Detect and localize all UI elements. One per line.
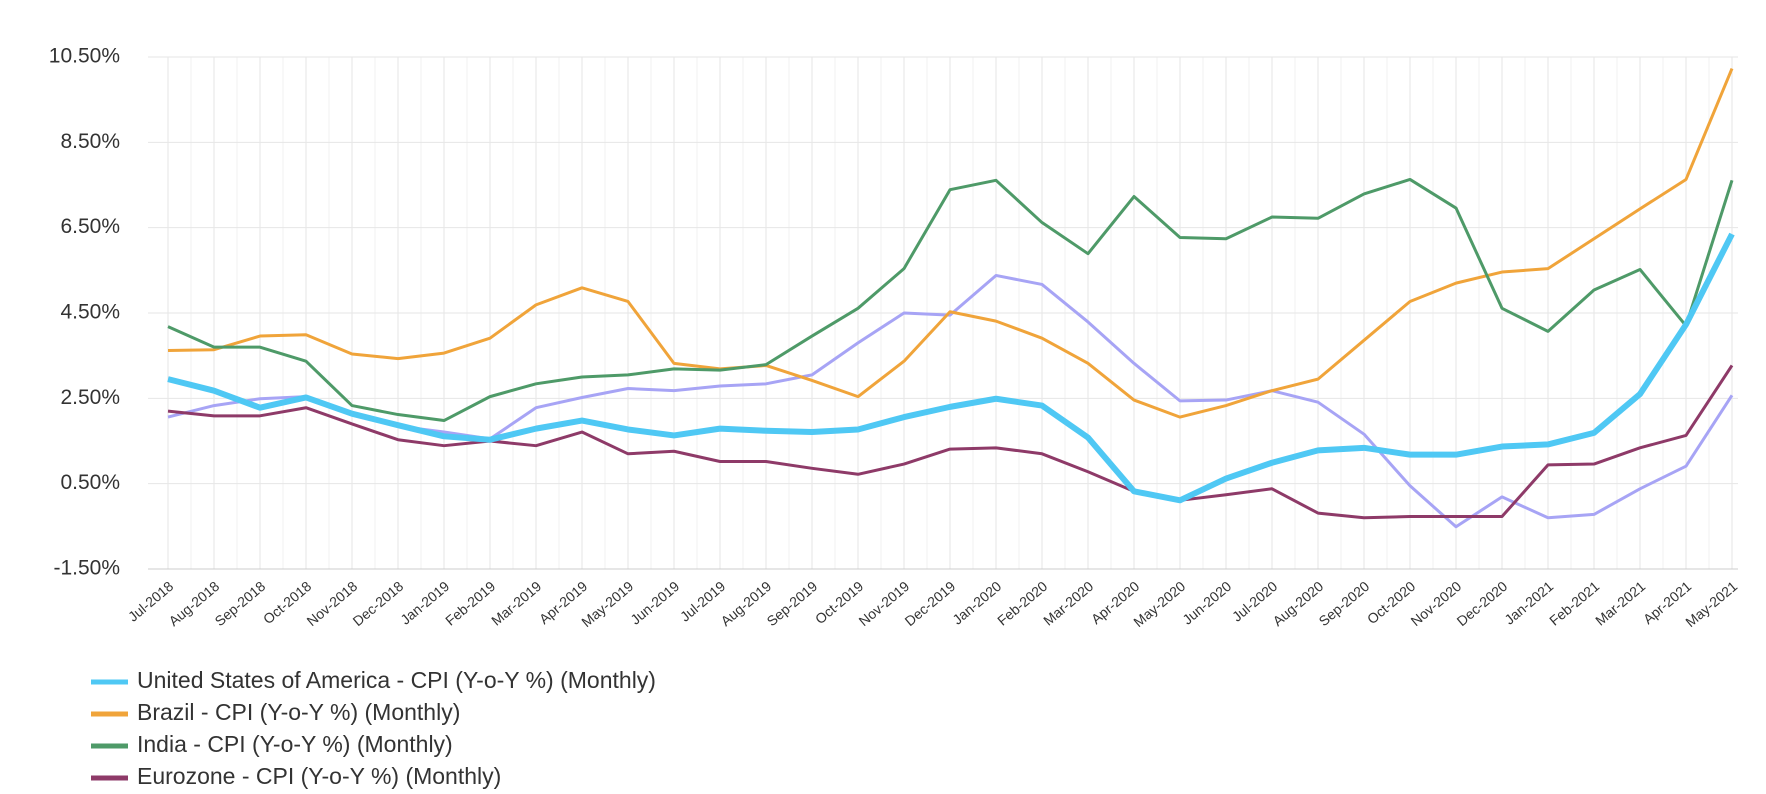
x-tick-label: Sep-2018 — [212, 578, 269, 629]
x-tick-label: Dec-2020 — [1454, 578, 1511, 629]
x-tick-label: Nov-2019 — [856, 578, 913, 629]
x-tick-label: Dec-2019 — [902, 578, 959, 629]
legend-label: Eurozone - CPI (Y-o-Y %) (Monthly) — [137, 763, 501, 789]
x-tick-label: Aug-2018 — [166, 578, 223, 629]
legend-label: United States of America - CPI (Y-o-Y %)… — [137, 667, 656, 693]
x-tick-label: Dec-2018 — [350, 578, 407, 629]
series-line — [167, 67, 1734, 419]
x-tick-label: May-2021 — [1682, 578, 1740, 630]
series-line — [167, 232, 1735, 504]
x-tick-label: Feb-2019 — [442, 578, 498, 629]
x-tick-label: Nov-2020 — [1408, 578, 1465, 629]
series-line — [167, 177, 1734, 423]
legend-label: Brazil - CPI (Y-o-Y %) (Monthly) — [137, 699, 460, 725]
y-tick-label: 2.50% — [60, 386, 120, 409]
x-tick-label: Sep-2020 — [1316, 578, 1373, 629]
y-tick-label: -1.50% — [53, 557, 120, 580]
x-tick-label: Mar-2020 — [1040, 578, 1096, 629]
series-line — [167, 364, 1734, 520]
x-tick-label: May-2019 — [578, 578, 636, 630]
x-tick-label: Aug-2019 — [718, 578, 775, 629]
x-tick-label: Mar-2021 — [1592, 578, 1648, 629]
x-tick-label: Feb-2021 — [1546, 578, 1602, 629]
y-tick-label: 6.50% — [60, 215, 120, 238]
x-tick-label: Mar-2019 — [488, 578, 544, 629]
x-tick-label: Sep-2019 — [764, 578, 821, 629]
x-tick-label: Aug-2020 — [1270, 578, 1327, 629]
y-tick-label: 0.50% — [60, 471, 120, 494]
legend-label: India - CPI (Y-o-Y %) (Monthly) — [137, 731, 453, 757]
x-tick-label: Feb-2020 — [994, 578, 1050, 629]
x-tick-label: Nov-2018 — [304, 578, 361, 629]
y-tick-label: 4.50% — [60, 301, 120, 324]
y-tick-label: 10.50% — [49, 45, 120, 68]
x-tick-label: Jun-2020 — [1179, 578, 1234, 628]
x-tick-label: May-2020 — [1130, 578, 1188, 630]
x-tick-label: Jun-2019 — [627, 578, 682, 628]
y-tick-label: 8.50% — [60, 130, 120, 153]
